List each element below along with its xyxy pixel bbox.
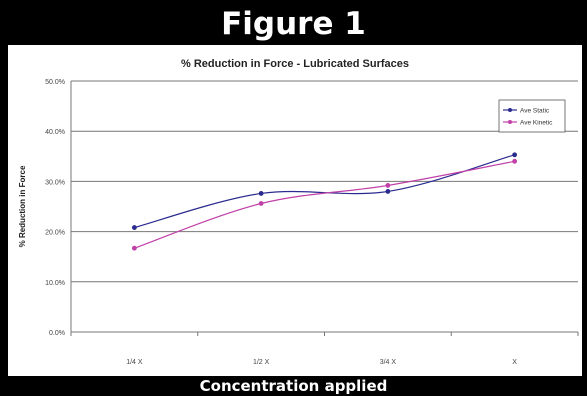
legend-swatch-marker bbox=[508, 120, 512, 124]
legend-label: Ave Kinetic bbox=[520, 120, 553, 127]
y-tick-label: 40.0% bbox=[45, 129, 65, 136]
y-tick-label: 20.0% bbox=[45, 230, 65, 237]
legend-box bbox=[498, 99, 566, 133]
y-tick-label: 50.0% bbox=[45, 79, 65, 86]
figure-title: Figure 1 bbox=[221, 6, 366, 42]
y-tick-label: 10.0% bbox=[45, 280, 65, 287]
chart-panel: % Reduction in Force - Lubricated Surfac… bbox=[8, 45, 582, 376]
y-axis-label: % Reduction in Force bbox=[18, 165, 27, 247]
data-point-series-1 bbox=[512, 152, 518, 158]
series-line-2 bbox=[134, 160, 515, 249]
x-tick-label: 1/2 X bbox=[253, 359, 270, 366]
data-point-series-1 bbox=[131, 225, 137, 230]
data-point-series-2 bbox=[131, 245, 137, 251]
x-tick-label: 3/4 X bbox=[380, 359, 397, 366]
data-point-series-2 bbox=[512, 158, 518, 164]
y-tick-label: 30.0% bbox=[45, 179, 65, 186]
legend-swatch-marker bbox=[508, 108, 512, 112]
x-tick-label: 1/4 X bbox=[126, 359, 143, 366]
series-line-1 bbox=[134, 154, 515, 229]
data-point-series-1 bbox=[258, 191, 264, 196]
data-point-series-2 bbox=[385, 183, 391, 188]
x-tick-label: X bbox=[512, 359, 517, 366]
chart-title: % Reduction in Force - Lubricated Surfac… bbox=[181, 58, 409, 70]
y-tick-label: 0.0% bbox=[49, 330, 65, 337]
legend-label: Ave Static bbox=[520, 108, 550, 115]
data-point-series-2 bbox=[258, 201, 264, 206]
bottom-caption: Concentration applied bbox=[199, 377, 388, 395]
data-point-series-1 bbox=[385, 189, 391, 194]
line-chart: % Reduction in Force - Lubricated Surfac… bbox=[18, 58, 579, 366]
